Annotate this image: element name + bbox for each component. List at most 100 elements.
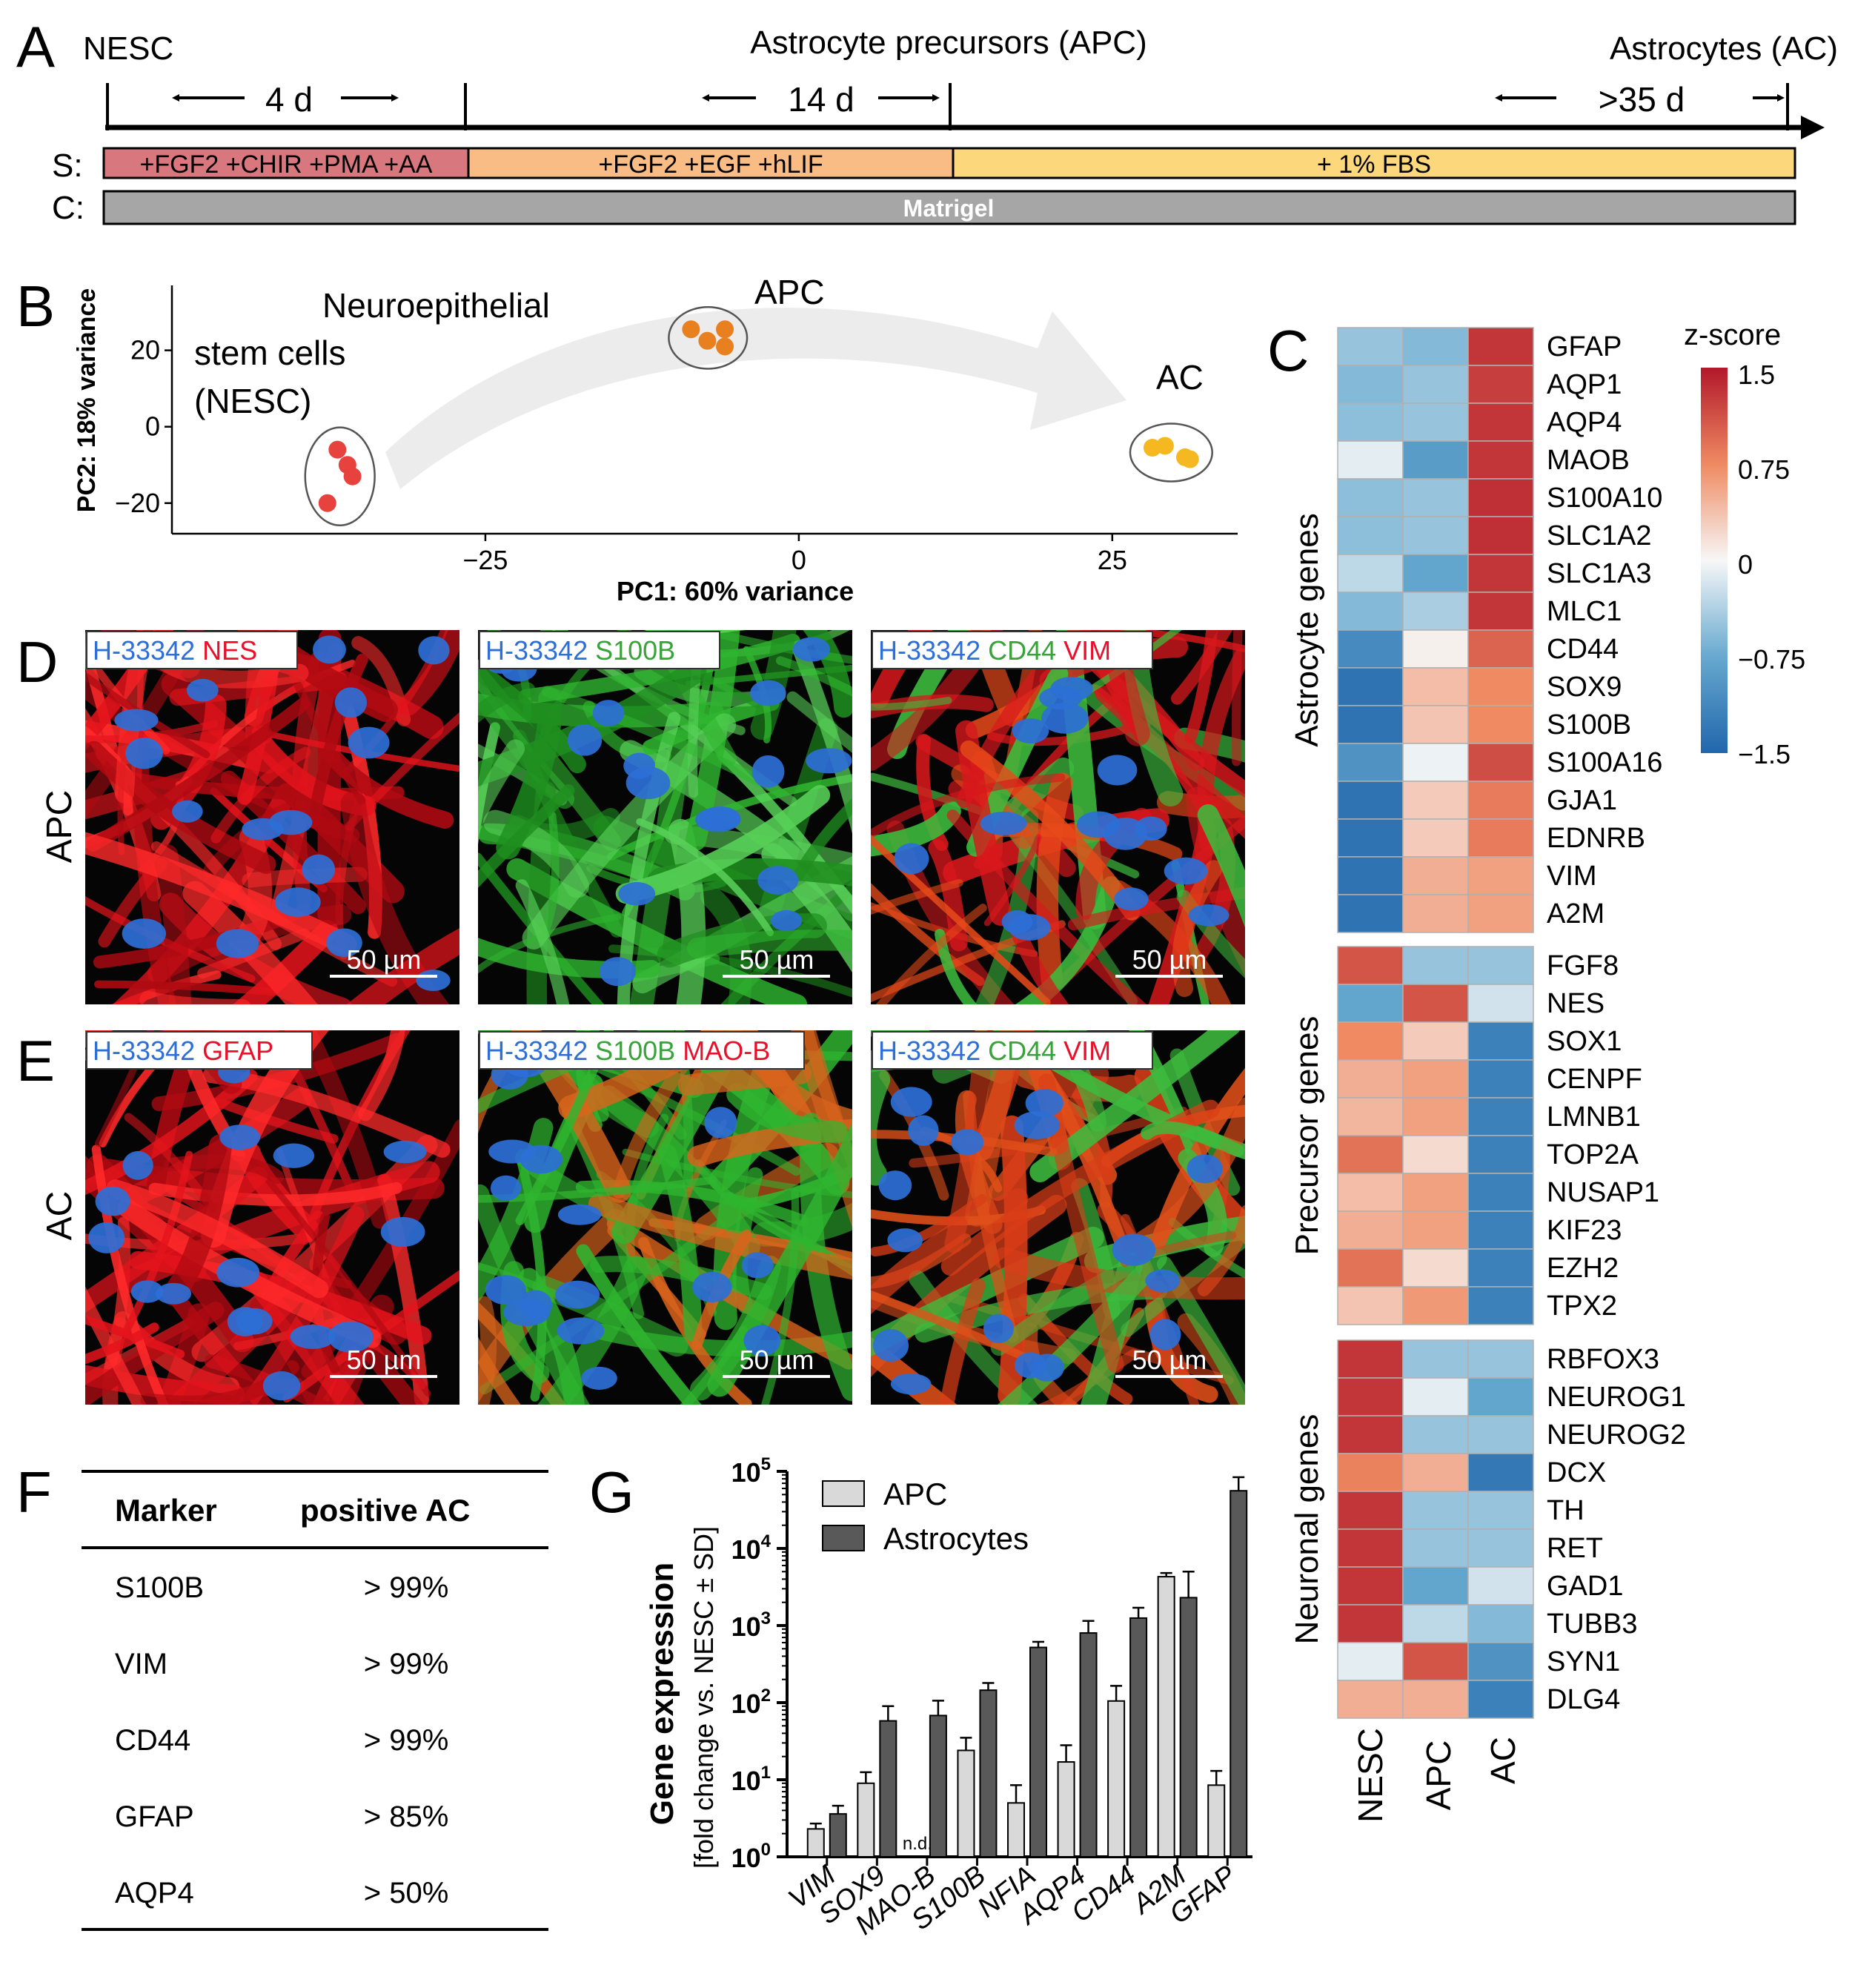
heatmap-cell	[1337, 1566, 1404, 1606]
micrograph-panel: H-33342 CD44 VIM 50 µm	[871, 1030, 1245, 1405]
panel-label-e: E	[16, 1028, 55, 1093]
heatmap-cell	[1402, 984, 1469, 1023]
nucleus	[1030, 1354, 1064, 1382]
heatmap-cell	[1337, 365, 1404, 404]
heatmap-cell	[1337, 1021, 1404, 1061]
pca-ytick: −20	[115, 488, 160, 518]
pca-label-nesc-3: (NESC)	[194, 382, 311, 420]
nucleus	[334, 687, 368, 718]
heatmap-cell	[1337, 516, 1404, 555]
stain-label: H-33342 CD44 VIM	[872, 631, 1153, 669]
heatmap-cell	[1402, 516, 1469, 555]
stain-marker: S100B	[595, 1036, 683, 1066]
stain-marker: VIM	[1063, 1036, 1111, 1066]
nucleus	[503, 1299, 551, 1327]
nucleus	[894, 843, 929, 875]
heatmap-cell	[1467, 1528, 1534, 1568]
nucleus	[890, 1373, 932, 1395]
heatmap-gene-label: MLC1	[1547, 596, 1622, 627]
scale-bar-label: 50 µm	[740, 944, 814, 975]
legend-label-apc: APC	[883, 1477, 947, 1511]
stain-label: H-33342 S100B	[479, 631, 720, 669]
pca-point-ac	[1181, 450, 1199, 468]
heatmap-gene-label: AQP4	[1547, 407, 1622, 438]
duration-14d-label: 14 d	[788, 80, 855, 119]
nucleus	[887, 1228, 923, 1253]
heatmap-gene-label: LMNB1	[1547, 1101, 1641, 1133]
nucleus	[520, 1144, 563, 1174]
nucleus	[1001, 909, 1033, 934]
nucleus	[1187, 1154, 1223, 1184]
heatmap-gene-label: S100A16	[1547, 747, 1662, 778]
heatmap-cell	[1402, 946, 1469, 985]
heatmap-cell	[1337, 1339, 1404, 1379]
nucleus	[1076, 811, 1121, 838]
bar-apc	[1107, 1700, 1126, 1858]
coating-label: Matrigel	[903, 195, 995, 222]
heatmap-gene-label: A2M	[1547, 898, 1605, 930]
nucleus	[555, 1280, 600, 1309]
heatmap-block-title: Precursor genes	[1289, 1016, 1325, 1256]
heatmap-gene-label: EZH2	[1547, 1253, 1619, 1284]
coating-bar	[102, 190, 1796, 225]
stain-marker: VIM	[1063, 635, 1111, 666]
stain-label: H-33342 CD44 VIM	[872, 1031, 1153, 1070]
table-header-marker: Marker	[115, 1493, 217, 1528]
pca-point-apc	[682, 320, 700, 339]
svg-text:H-33342 NES: H-33342 NES	[93, 635, 257, 666]
micrograph-panel: H-33342 NES 50 µm	[85, 630, 459, 1004]
pca-point-apc	[716, 320, 734, 339]
nucleus	[219, 1124, 261, 1150]
panel-label-b: B	[16, 274, 55, 339]
bar-astrocytes	[1029, 1646, 1047, 1858]
heatmap-cell	[1337, 1377, 1404, 1417]
stain-nuclear: H-33342	[485, 1036, 595, 1066]
heatmap-cell	[1467, 554, 1534, 593]
heatmap-cell	[1337, 705, 1404, 744]
stain-label: H-33342 S100B MAO-B	[479, 1031, 805, 1070]
heatmap-cell	[1402, 667, 1469, 706]
nucleus	[692, 1271, 732, 1303]
heatmap-cell	[1337, 984, 1404, 1023]
nucleus	[983, 1313, 1014, 1344]
heatmap-gene-label: SOX9	[1547, 672, 1622, 703]
zscore-tick: 1.5	[1738, 360, 1775, 390]
heatmap-cell	[1402, 705, 1469, 744]
panel-a: A NESC Astrocyte precursors (APC) Astroc…	[16, 14, 1838, 226]
nucleus	[326, 928, 362, 958]
supplement-label-1: +FGF2 +CHIR +PMA +AA	[140, 150, 433, 179]
pca-point-ac	[1155, 437, 1174, 455]
nucleus	[1112, 1233, 1156, 1266]
heatmap-cell	[1402, 554, 1469, 593]
heatmap-cell	[1467, 856, 1534, 895]
bar-apc	[1157, 1576, 1175, 1858]
nucleus	[114, 709, 159, 732]
heatmap-cell	[1402, 1491, 1469, 1530]
nucleus	[1041, 702, 1089, 734]
heatmap-gene-label: EDNRB	[1547, 823, 1645, 854]
heatmap-cell	[1467, 1286, 1534, 1325]
heatmap-gene-label: S100A10	[1547, 483, 1662, 514]
heatmap-cell	[1402, 1173, 1469, 1212]
bar-apc	[806, 1828, 825, 1858]
heatmap-cell	[1337, 554, 1404, 593]
nucleus	[1149, 1319, 1181, 1351]
table-cell-marker: GFAP	[115, 1800, 194, 1833]
heatmap-gene-label: RET	[1547, 1533, 1603, 1564]
nucleus	[88, 1222, 125, 1253]
nucleus	[872, 1329, 909, 1362]
heatmap-gene-label: DLG4	[1547, 1684, 1620, 1715]
nucleus	[771, 909, 803, 932]
panel-f: F Marker positive AC S100B > 99% VIM > 99% C…	[16, 1459, 548, 1931]
nucleus	[348, 726, 390, 759]
nucleus	[216, 1257, 260, 1288]
panel-label-d: D	[16, 629, 58, 695]
nucleus	[328, 1321, 374, 1353]
nucleus	[1145, 1269, 1181, 1293]
row-label-apc: APC	[40, 790, 79, 864]
nucleus	[700, 806, 741, 830]
bar-apc	[957, 1749, 975, 1858]
panel-label-c: C	[1267, 318, 1309, 383]
heatmap-cell	[1467, 592, 1534, 631]
heatmap-cell	[1467, 705, 1534, 744]
